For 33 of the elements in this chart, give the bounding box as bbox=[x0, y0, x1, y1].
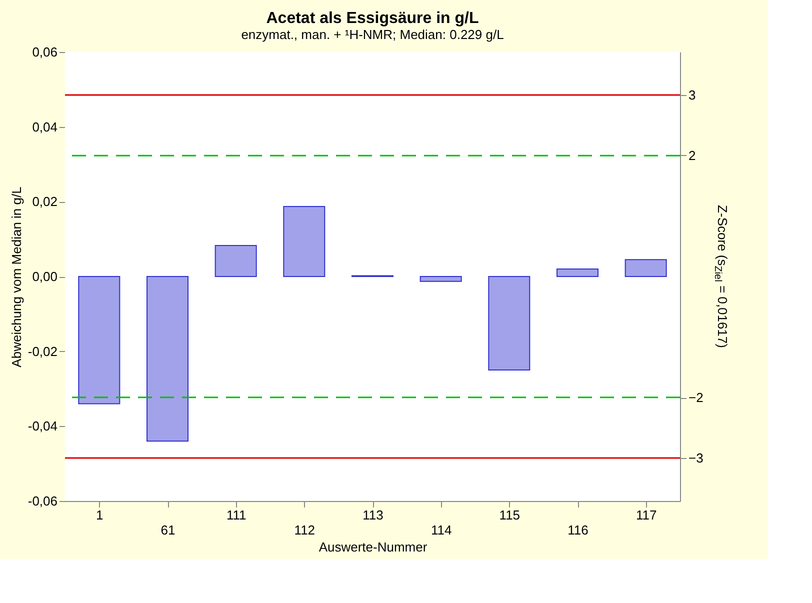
bar bbox=[146, 276, 188, 442]
bar bbox=[283, 206, 326, 277]
x-tick-label: 114 bbox=[430, 522, 452, 538]
y-tick-label: -0,06 bbox=[28, 494, 58, 508]
x-tick-label: 113 bbox=[362, 508, 384, 522]
bar bbox=[78, 276, 120, 404]
bar bbox=[624, 259, 667, 277]
x-tick-label: 1 bbox=[96, 508, 104, 522]
x-tick-label: 61 bbox=[160, 522, 176, 538]
y-tick-label: 0,00 bbox=[32, 269, 58, 284]
y-tick-label: 0,02 bbox=[32, 194, 58, 210]
y2-axis-title: Z-Score (sZiel = 0,01617) bbox=[712, 205, 730, 348]
x-tick-label: 112 bbox=[294, 522, 316, 538]
y2-tick-label: −2 bbox=[688, 390, 704, 406]
bar bbox=[556, 268, 598, 277]
x-tick-label: 115 bbox=[499, 508, 520, 522]
y-axis-title: Abweichung vom Median in g/L bbox=[8, 186, 24, 368]
x-tick-label: 111 bbox=[226, 508, 246, 522]
y2-tick-label: −3 bbox=[688, 450, 704, 466]
y-tick-label: -0,04 bbox=[28, 418, 58, 434]
y-tick-label: -0,02 bbox=[28, 344, 58, 359]
bar bbox=[488, 276, 530, 371]
bar bbox=[214, 244, 257, 277]
y2-tick-label: 3 bbox=[688, 87, 696, 102]
chart-subtitle: enzymat., man. + ¹H-NMR; Median: 0.229 g/L bbox=[241, 27, 504, 42]
y2-tick-label: 2 bbox=[688, 148, 696, 163]
bar bbox=[420, 276, 462, 282]
x-axis-title: Auswerte-Nummer bbox=[318, 540, 428, 554]
x-tick-label: 116 bbox=[568, 522, 588, 538]
x-tick-label: 117 bbox=[636, 508, 657, 522]
y-tick-label: 0,06 bbox=[32, 44, 58, 60]
chart-title: Acetat als Essigsäure in g/L bbox=[266, 10, 479, 27]
y-tick-label: 0,04 bbox=[32, 119, 58, 134]
